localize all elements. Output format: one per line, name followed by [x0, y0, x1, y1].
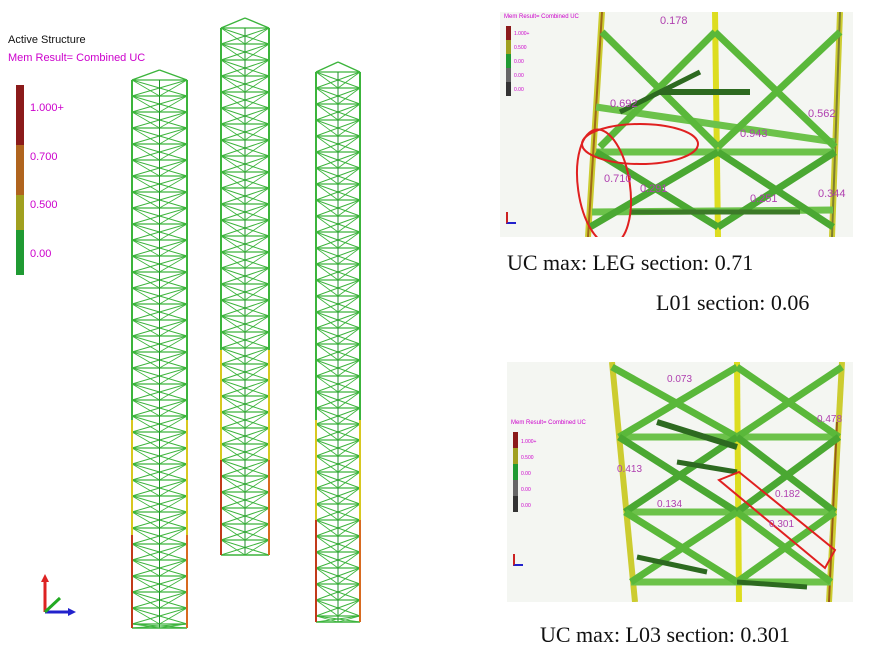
- detail-result-label: Mem Result= Combined UC: [504, 14, 579, 20]
- color-legend: [16, 85, 24, 275]
- tower-right: [315, 61, 361, 623]
- detail-legend-bar: [506, 26, 511, 96]
- caption-l01-section: L01 section: 0.06: [656, 290, 810, 315]
- member-label: 0.478: [817, 414, 842, 425]
- member-label: 0.344: [818, 188, 846, 200]
- member-label: 0.178: [660, 15, 688, 27]
- member-label: 0.251: [750, 193, 778, 205]
- tower-left: [131, 69, 188, 629]
- member-label: 0.562: [808, 108, 836, 120]
- tower-middle: [220, 17, 270, 556]
- detail-legend-labels: 1.000+ 0.500 0.00 0.00 0.00: [514, 31, 530, 93]
- legend-label-2: 0.700: [30, 151, 58, 163]
- member-label: 0.134: [657, 499, 682, 510]
- member-label: 0.692: [610, 98, 638, 110]
- detail-legend-bar: [513, 432, 518, 512]
- legend-label-1: 1.000+: [30, 102, 64, 114]
- member-label: 0.073: [667, 374, 692, 385]
- member-label: 0.291: [640, 183, 668, 195]
- legend-bar-red: [16, 85, 24, 145]
- caption-l03-section: UC max: L03 section: 0.301: [540, 622, 790, 647]
- axis-triad-icon: [506, 212, 516, 224]
- detail-bottom-view: 0.073 0.413 0.134 0.301 0.182 0.478 Mem …: [507, 362, 853, 602]
- member-label: 0.413: [617, 464, 642, 475]
- legend-label-3: 0.500: [30, 199, 58, 211]
- axis-triad-icon: [513, 554, 523, 566]
- caption-leg-section: UC max: LEG section: 0.71: [507, 250, 754, 275]
- member-label: 0.301: [769, 519, 794, 530]
- legend-bar-orange: [16, 145, 24, 195]
- legend-bar-green: [16, 230, 24, 275]
- axis-triad-icon: [41, 574, 76, 616]
- member-label: 0.710: [604, 173, 632, 185]
- detail-legend-labels: 1.000+ 0.500 0.00 0.00 0.00: [521, 439, 537, 509]
- legend-bar-olive: [16, 195, 24, 230]
- detail-result-label: Mem Result= Combined UC: [511, 420, 586, 426]
- member-label: 0.943: [740, 128, 768, 140]
- detail-top-view: 0.178 0.692 0.710 0.291 0.943 0.251 0.56…: [500, 12, 853, 237]
- member-label: 0.182: [775, 489, 800, 500]
- legend-label-4: 0.00: [30, 248, 52, 260]
- panel-title: Active Structure: [8, 34, 86, 46]
- result-type-label: Mem Result= Combined UC: [8, 52, 146, 64]
